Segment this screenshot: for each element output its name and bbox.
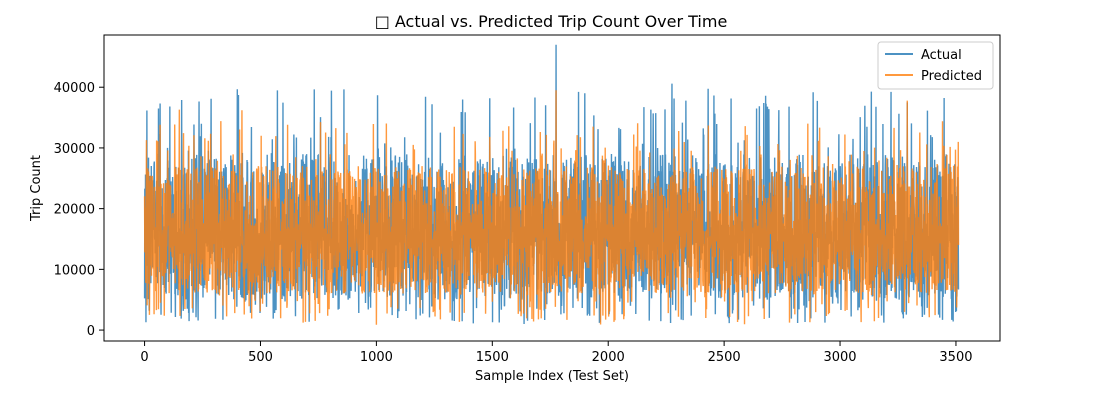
x-tick-label: 3000 [823,350,856,365]
y-axis: 0 10000 20000 30000 40000 [54,81,104,339]
x-tick-label: 2000 [592,350,625,365]
x-axis: 0 500 1000 1500 2000 2500 3000 3500 [140,341,973,365]
x-tick-label: 3500 [939,350,972,365]
y-tick-label: 30000 [54,142,95,157]
chart-title: □ Actual vs. Predicted Trip Count Over T… [375,12,728,31]
axes-frame [103,34,1001,342]
y-tick-label: 20000 [54,203,95,218]
legend-label-actual: Actual [921,48,962,63]
x-tick-label: 0 [140,350,148,365]
x-tick-label: 1000 [360,350,393,365]
x-tick-label: 1500 [476,350,509,365]
y-tick-label: 0 [87,324,95,339]
legend-label-predicted: Predicted [921,69,982,84]
y-tick-label: 40000 [54,81,95,96]
plot-area [143,44,960,325]
x-tick-label: 500 [248,350,273,365]
legend: Actual Predicted [877,41,994,90]
x-tick-label: 2500 [708,350,741,365]
y-tick-label: 10000 [54,263,95,278]
x-axis-label: Sample Index (Test Set) [475,369,629,384]
series-line-predicted [143,90,960,325]
y-axis-label: Trip Count [29,155,44,222]
